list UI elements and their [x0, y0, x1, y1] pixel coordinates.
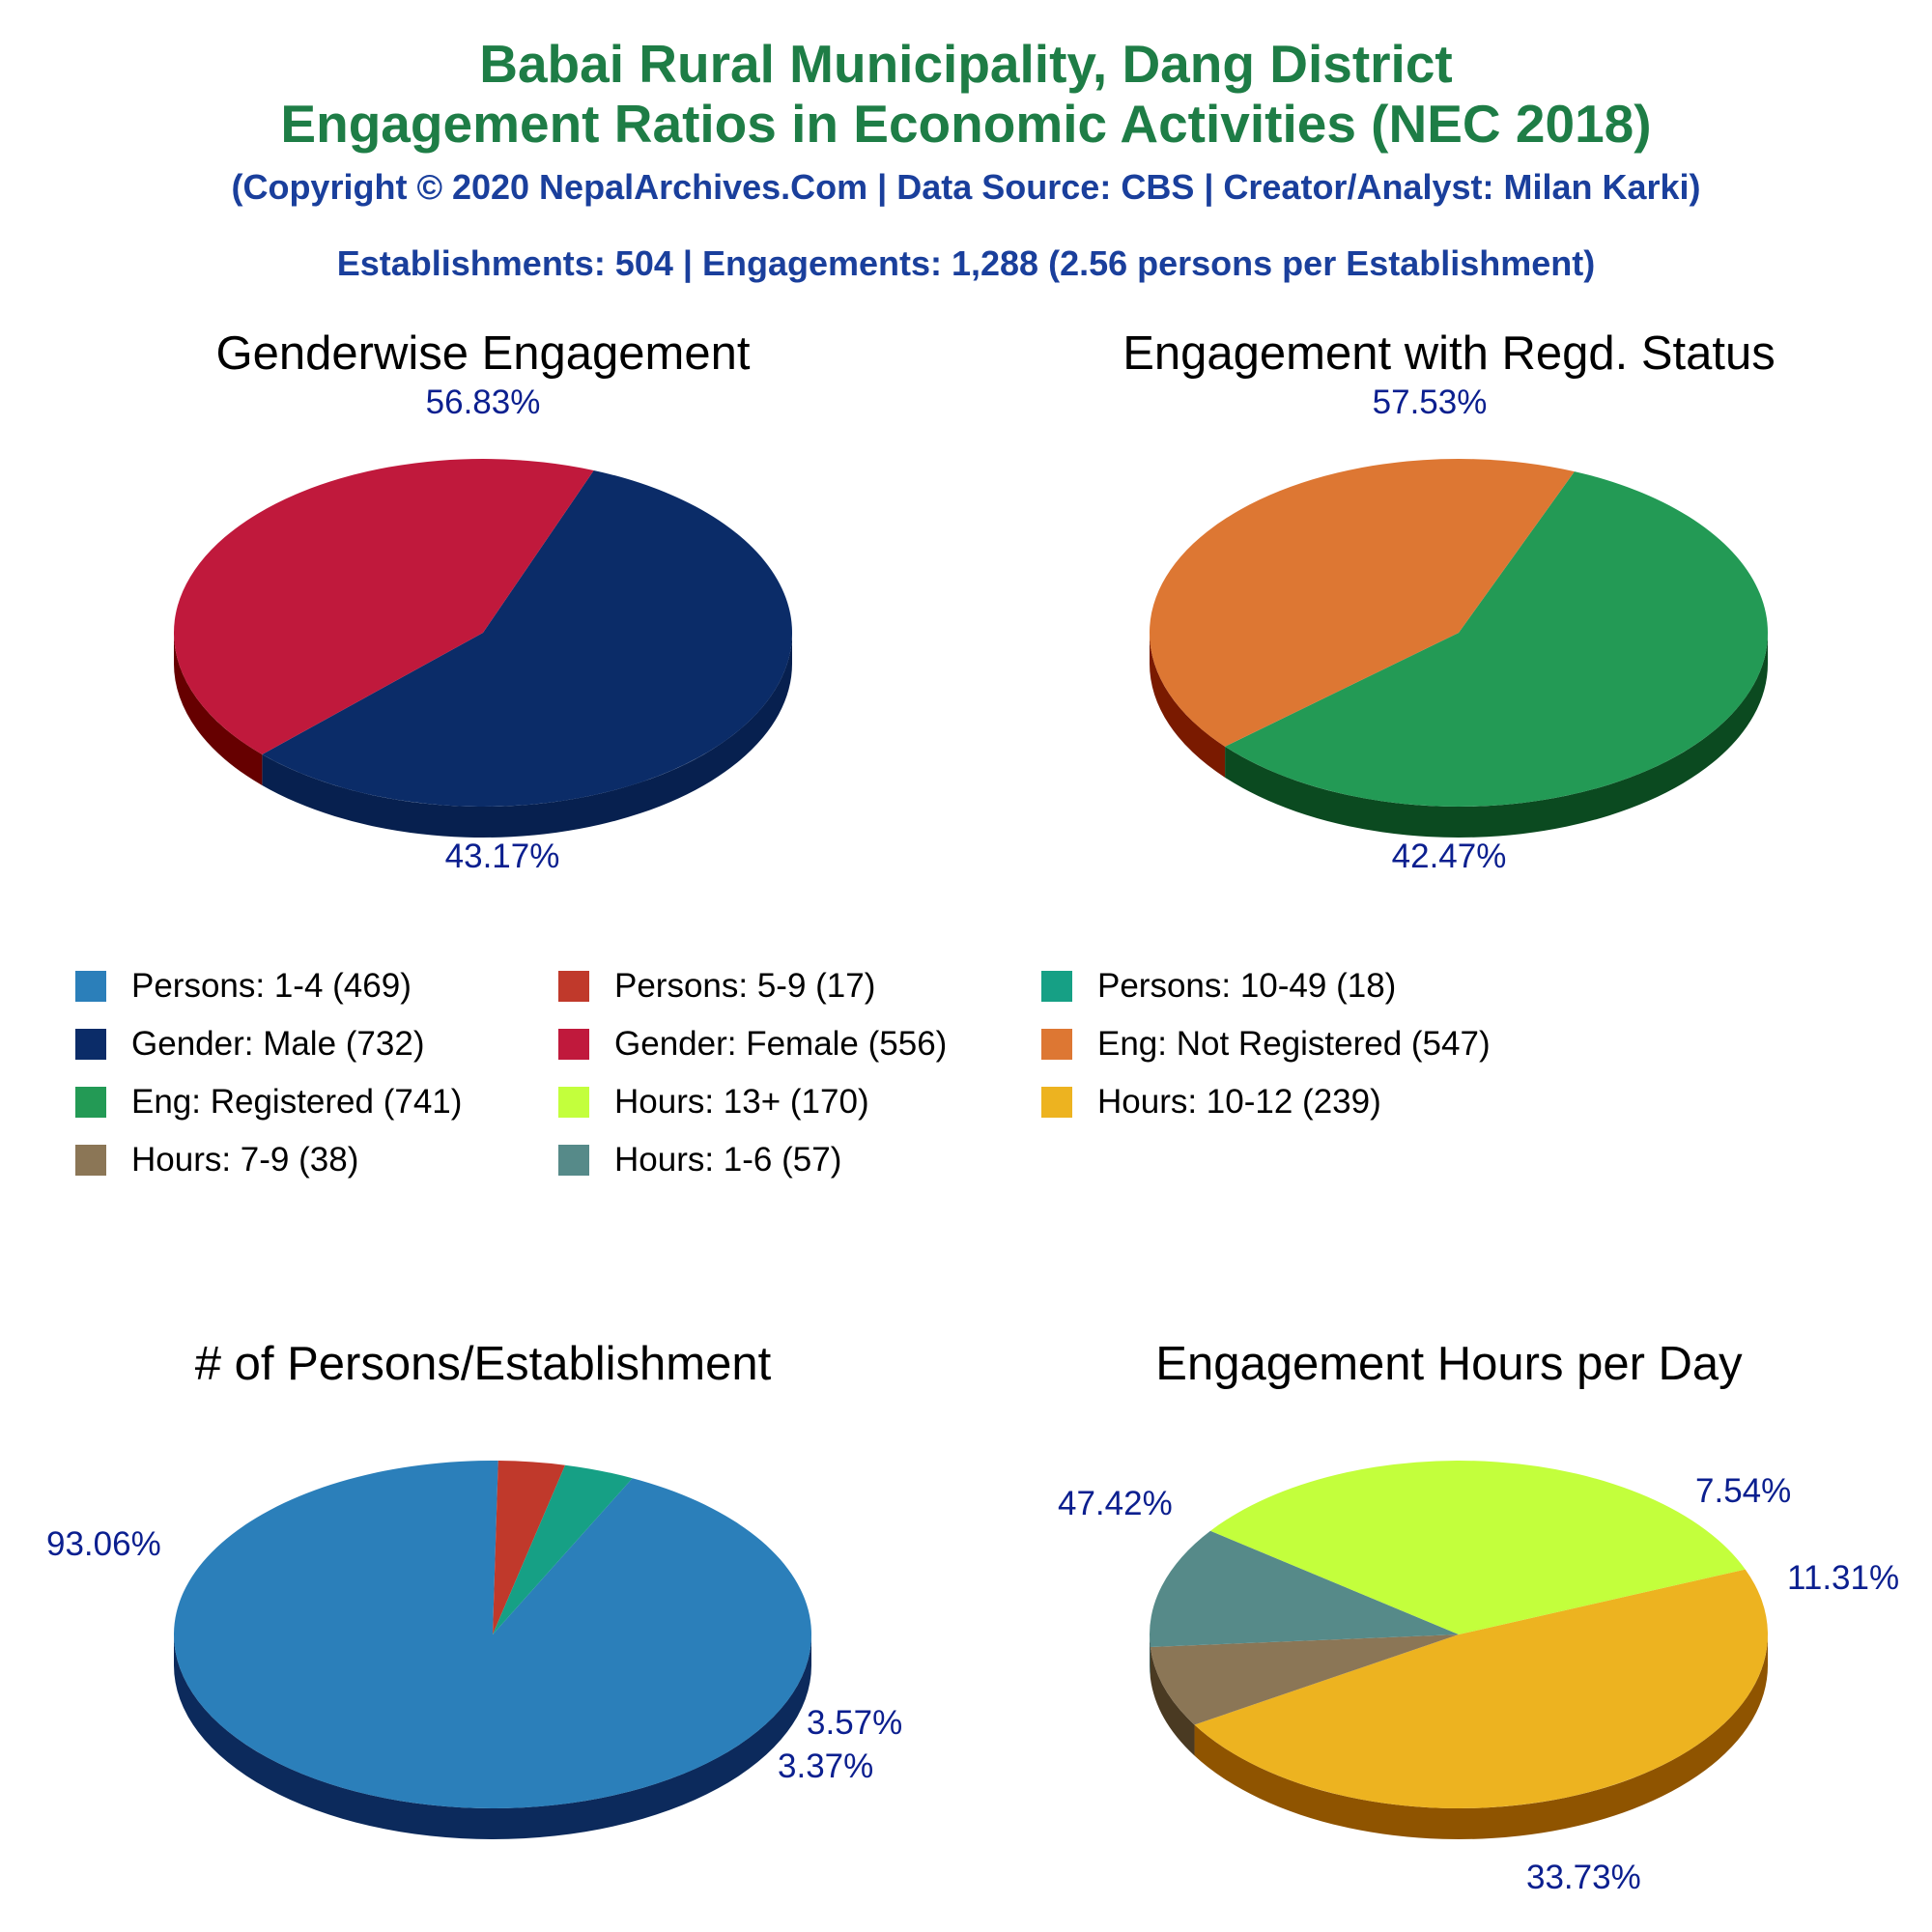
legend-item: Gender: Female (556)	[558, 1020, 947, 1068]
legend-swatch	[1041, 971, 1072, 1002]
chart-title-line-2: Engagement Ratios in Economic Activities…	[280, 94, 1652, 154]
pie-slice	[262, 469, 793, 808]
legend-label: Eng: Not Registered (547)	[1097, 1025, 1491, 1063]
summary-subtitle: Establishments: 504 | Engagements: 1,288…	[336, 243, 1596, 283]
legend-item: Gender: Male (732)	[75, 1020, 424, 1068]
slice-percent-label: 7.54%	[1695, 1472, 1791, 1510]
chart-title-line-1: Babai Rural Municipality, Dang District	[479, 34, 1453, 94]
legend-swatch	[558, 1087, 589, 1118]
legend-swatch	[75, 1087, 106, 1118]
pie-3: 47.42% 7.54% 11.31% 33.73%	[1058, 1460, 1899, 1896]
legend-item: Persons: 5-9 (17)	[558, 962, 875, 1010]
slice-percent-label: 3.37%	[778, 1747, 873, 1785]
legend-label: Gender: Female (556)	[614, 1025, 948, 1063]
legend-label: Hours: 7-9 (38)	[131, 1141, 359, 1179]
pie-side-wall	[262, 633, 792, 838]
legend-item: Persons: 1-4 (469)	[75, 962, 412, 1010]
slice-percent-label: 47.42%	[1058, 1485, 1173, 1522]
pie-side-wall	[174, 633, 263, 785]
pie-title-hours: Engagement Hours per Day	[1155, 1338, 1743, 1390]
legend-swatch	[558, 1029, 589, 1060]
legend-item: Eng: Not Registered (547)	[1041, 1020, 1491, 1068]
pie-slice	[1194, 1569, 1769, 1809]
slice-percent-label: 33.73%	[1526, 1859, 1641, 1896]
legend-swatch	[1041, 1029, 1072, 1060]
pie-title-registration: Engagement with Regd. Status	[1122, 327, 1776, 380]
legend-swatch	[558, 971, 589, 1002]
pie-slice	[1210, 1460, 1746, 1634]
pie-side-wall	[1150, 1634, 1151, 1679]
legend-swatch	[75, 1145, 106, 1176]
legend-label: Hours: 1-6 (57)	[614, 1141, 842, 1179]
pie-2: 93.06% 3.37% 3.57%	[46, 1461, 902, 1839]
legend-label: Persons: 5-9 (17)	[614, 967, 876, 1005]
legend-label: Gender: Male (732)	[131, 1025, 425, 1063]
legend-label: Persons: 10-49 (18)	[1097, 967, 1397, 1005]
legend-item: Hours: 10-12 (239)	[1041, 1078, 1381, 1126]
slice-percent-label: 93.06%	[46, 1525, 161, 1563]
pie-1: 57.53% 42.47%	[1149, 384, 1768, 875]
legend-item: Hours: 13+ (170)	[558, 1078, 869, 1126]
pie-slice	[493, 1464, 633, 1634]
slice-percent-label: 57.53%	[1373, 384, 1488, 421]
legend-swatch	[75, 971, 106, 1002]
pie-title-persons: # of Persons/Establishment	[194, 1338, 772, 1390]
pie-slice	[493, 1461, 566, 1634]
pie-slice	[1149, 458, 1575, 747]
pie-0: 56.83% 43.17%	[174, 384, 793, 875]
legend-label: Eng: Registered (741)	[131, 1083, 463, 1121]
slice-percent-label: 3.57%	[807, 1704, 902, 1742]
pie-title-gender: Genderwise Engagement	[215, 327, 751, 380]
pie-slice	[1225, 471, 1768, 807]
legend-label: Hours: 13+ (170)	[614, 1083, 869, 1121]
pie-slice	[174, 459, 594, 754]
legend-item: Persons: 10-49 (18)	[1041, 962, 1396, 1010]
legend-item: Hours: 7-9 (38)	[75, 1136, 358, 1184]
pie-side-wall	[1150, 633, 1226, 778]
legend-label: Hours: 10-12 (239)	[1097, 1083, 1381, 1121]
legend-item: Hours: 1-6 (57)	[558, 1136, 841, 1184]
legend-swatch	[1041, 1087, 1072, 1118]
legend-label: Persons: 1-4 (469)	[131, 967, 412, 1005]
pie-side-wall	[174, 1634, 811, 1839]
slice-percent-label: 11.31%	[1787, 1559, 1899, 1597]
legend-item: Eng: Registered (741)	[75, 1078, 462, 1126]
pie-slice	[1150, 1530, 1459, 1648]
slice-percent-label: 43.17%	[445, 838, 560, 875]
pie-slice	[174, 1461, 812, 1809]
pie-side-wall	[1225, 633, 1768, 838]
pie-side-wall	[1194, 1634, 1768, 1839]
legend-swatch	[558, 1145, 589, 1176]
slice-percent-label: 56.83%	[426, 384, 541, 421]
copyright-subtitle: (Copyright © 2020 NepalArchives.Com | Da…	[231, 167, 1701, 207]
pie-side-wall	[1150, 1647, 1195, 1756]
pie-slice	[1150, 1634, 1459, 1725]
slice-percent-label: 42.47%	[1392, 838, 1507, 875]
legend-swatch	[75, 1029, 106, 1060]
